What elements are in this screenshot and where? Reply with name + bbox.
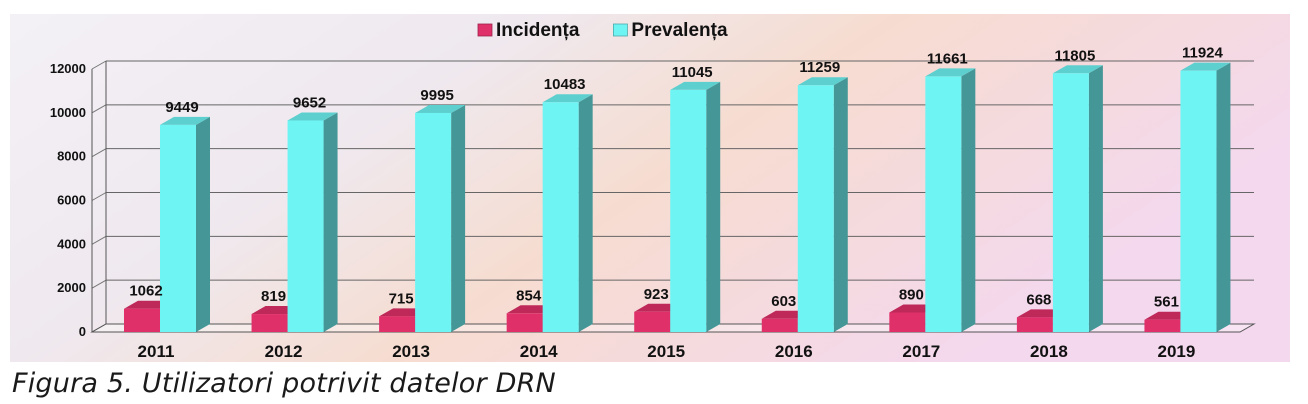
x-tick-label: 2019 (1158, 342, 1196, 361)
data-label-prevalenta: 11661 (927, 50, 968, 67)
bar-prevalenta-side (833, 77, 848, 332)
data-label-incidenta: 819 (261, 288, 286, 305)
bar-prevalenta (670, 81, 721, 332)
bar-prevalenta (415, 104, 466, 332)
bar-prevalenta-side (706, 81, 721, 332)
data-label-prevalenta: 11924 (1182, 45, 1224, 62)
x-tick-label: 2015 (647, 342, 685, 361)
gridline-depth (91, 148, 107, 158)
bar-prevalenta-side (323, 112, 338, 333)
x-tick-label: 2017 (902, 342, 940, 361)
bar-prevalenta-top (542, 94, 593, 103)
legend: Incidența Prevalența (477, 20, 728, 41)
bar-prevalenta-side (196, 116, 210, 332)
x-tick-label: 2011 (138, 342, 175, 361)
bar-prevalenta-front (797, 85, 834, 332)
bars (124, 62, 1231, 333)
bar-incidenta-front (761, 318, 798, 332)
data-label-prevalenta: 9449 (165, 99, 198, 116)
bar-incidenta-front (379, 316, 416, 332)
bar-prevalenta-front (160, 124, 196, 332)
bar-prevalenta-front (670, 89, 707, 332)
x-tick-label: 2016 (775, 342, 813, 361)
data-label-prevalenta: 11805 (1054, 47, 1095, 64)
legend-swatch (613, 23, 628, 37)
x-tick-label: 2018 (1030, 342, 1068, 361)
bar-prevalenta-top (1052, 65, 1103, 74)
data-label-incidenta: 561 (1154, 294, 1179, 311)
bar-incidenta-front (634, 311, 671, 332)
gridline-depth (91, 60, 107, 70)
bar-prevalenta-top (925, 68, 976, 77)
x-tick-label: 2013 (392, 342, 430, 361)
data-labels: 1062 9449 819 9652 715 9995 854 10483 923 11045 60… (129, 45, 1223, 311)
bar-incidenta-front (1144, 319, 1181, 332)
gridline-depth (91, 279, 107, 289)
bar-prevalenta-side (961, 68, 976, 332)
y-tick-label: 12000 (50, 61, 86, 76)
bar-prevalenta-top (1180, 62, 1231, 71)
bar-chart: 0 2000 4000 6000 8000 10000 12000 1062 9449 819 9… (10, 14, 1290, 362)
figure-caption: Figura 5. Utilizatori potrivit datelor D… (12, 368, 556, 399)
y-tick-label: 10000 (50, 105, 86, 120)
y-tick-label: 4000 (57, 236, 86, 251)
x-axis: 2011 2012 2013 2014 2015 2016 2017 2018 2019 (138, 342, 1196, 361)
gridline-depth (91, 104, 107, 114)
data-label-prevalenta: 10483 (544, 76, 586, 93)
data-label-prevalenta: 11045 (672, 64, 713, 81)
bar-prevalenta (1052, 65, 1103, 333)
bar-prevalenta-top (415, 104, 466, 113)
legend-label: Prevalența (631, 20, 728, 41)
bar-prevalenta (925, 68, 976, 332)
bar-prevalenta-top (797, 77, 848, 86)
bar-prevalenta-front (925, 76, 962, 332)
bar-prevalenta-front (1052, 73, 1089, 333)
x-tick-label: 2014 (520, 342, 558, 361)
bar-prevalenta-front (415, 112, 452, 332)
bar-prevalenta-front (1180, 70, 1217, 333)
x-tick-label: 2012 (265, 342, 303, 361)
data-label-incidenta: 890 (899, 286, 924, 303)
bar-prevalenta (287, 112, 338, 333)
bar-prevalenta (1180, 62, 1231, 333)
bar-prevalenta-top (670, 81, 721, 90)
data-label-prevalenta: 11259 (799, 59, 840, 76)
gridline-depth (91, 235, 107, 245)
data-label-prevalenta: 9995 (420, 87, 453, 104)
bar-incidenta-front (124, 308, 160, 332)
gridline-depth (91, 192, 107, 201)
legend-label: Incidența (496, 20, 580, 41)
data-label-incidenta: 854 (516, 287, 542, 304)
bar-prevalenta-front (287, 120, 324, 333)
bar-prevalenta-top (287, 112, 338, 121)
y-tick-label: 8000 (57, 149, 86, 164)
data-label-incidenta: 923 (644, 286, 669, 303)
bar-prevalenta-side (1216, 62, 1231, 332)
chart-container: 0 2000 4000 6000 8000 10000 12000 1062 9449 819 9… (10, 14, 1290, 362)
bar-prevalenta-top (160, 116, 210, 125)
data-label-incidenta: 715 (389, 290, 414, 307)
bar-incidenta-front (889, 312, 926, 332)
bar-prevalenta-side (578, 94, 593, 332)
y-tick-label: 2000 (57, 280, 86, 295)
data-label-prevalenta: 9652 (293, 94, 326, 111)
bar-incidenta-front (1016, 317, 1053, 332)
bar-incidenta-front (506, 313, 543, 332)
bar-prevalenta-side (1088, 65, 1103, 333)
legend-swatch (477, 23, 493, 37)
bar-prevalenta (542, 94, 593, 332)
data-label-incidenta: 668 (1026, 291, 1051, 308)
bar-prevalenta (160, 116, 210, 332)
bar-prevalenta (797, 77, 848, 332)
bar-prevalenta-side (451, 104, 466, 332)
y-tick-label: 6000 (57, 193, 86, 208)
y-tick-label: 0 (79, 324, 86, 339)
bar-prevalenta-front (542, 102, 579, 332)
bar-incidenta-front (251, 314, 288, 332)
data-label-incidenta: 1062 (129, 283, 162, 300)
data-label-incidenta: 603 (771, 293, 796, 310)
